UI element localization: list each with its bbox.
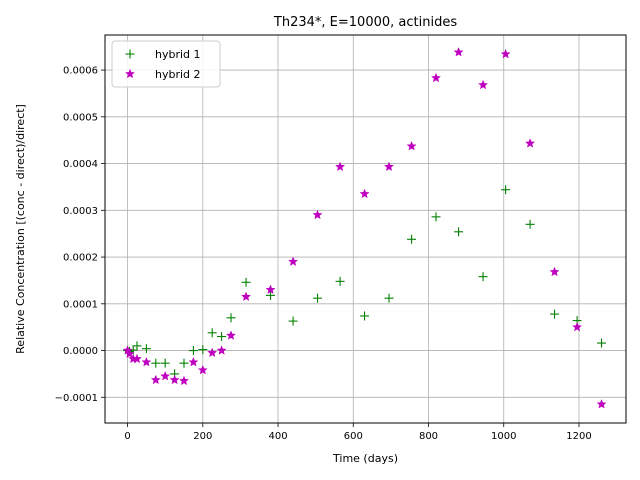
data-point (179, 358, 189, 368)
data-point (383, 161, 395, 172)
x-tick-label: 0 (124, 431, 130, 442)
data-point (453, 47, 464, 57)
y-tick-label: 0.0004 (63, 159, 98, 170)
x-tick-label: 400 (268, 431, 287, 442)
data-point (160, 358, 170, 368)
data-point (197, 364, 208, 375)
legend-box (111, 40, 221, 88)
data-point (131, 353, 142, 364)
y-tick-label: 0.0003 (63, 206, 98, 217)
y-axis-label: Relative Concentration [(conc - direct)/… (14, 104, 27, 354)
data-point (188, 346, 198, 356)
data-point (572, 321, 583, 332)
y-tick-label: 0.0001 (63, 299, 98, 310)
data-point (501, 185, 511, 195)
x-tick-label: 1200 (566, 431, 591, 442)
y-axis: −0.0001 0.0000 0.0001 0.0002 0.0003 0.0004 0.0… (55, 66, 105, 404)
legend-label: hybrid 1 (155, 48, 201, 61)
data-point (169, 374, 180, 385)
data-point (431, 212, 441, 222)
y-tick-label: 0.0005 (63, 112, 98, 123)
data-point (150, 374, 161, 385)
data-point (359, 188, 370, 199)
data-point (207, 328, 217, 338)
x-tick-label: 200 (193, 431, 212, 442)
data-point (478, 272, 488, 282)
data-point (265, 284, 276, 295)
x-tick-label: 600 (344, 431, 363, 442)
data-point (335, 276, 345, 286)
data-point (288, 316, 298, 326)
x-axis: 0 200 400 600 800 1000 1200 (124, 423, 592, 442)
y-tick-label: −0.0001 (55, 393, 98, 404)
series-1 (123, 185, 607, 379)
data-point (596, 399, 607, 409)
data-point (454, 227, 464, 237)
data-point (241, 291, 252, 302)
data-point (525, 138, 536, 148)
legend-marker (125, 49, 135, 59)
data-point (141, 344, 151, 354)
data-point (597, 338, 607, 348)
data-point (550, 309, 560, 319)
data-point (160, 370, 171, 381)
grid (105, 35, 626, 423)
data-point (216, 345, 227, 355)
data-point (406, 140, 417, 151)
data-point (549, 266, 560, 277)
data-point (241, 277, 251, 287)
data-point (198, 345, 208, 355)
data-point (207, 347, 218, 358)
x-tick-label: 1000 (491, 431, 516, 442)
legend: hybrid 1 hybrid 2 (111, 40, 221, 88)
data-point (384, 293, 394, 303)
series-2 (122, 47, 607, 409)
data-point (141, 356, 152, 367)
data-point (500, 48, 511, 59)
data-point (124, 348, 135, 359)
legend-label: hybrid 2 (155, 68, 201, 81)
y-tick-label: 0.0002 (63, 253, 98, 264)
plot-frame (104, 34, 627, 424)
data-point (312, 209, 323, 220)
data-point (151, 358, 161, 368)
data-point (266, 290, 276, 300)
x-axis-label: Time (days) (332, 452, 398, 465)
data-point (431, 72, 442, 83)
data-point (188, 356, 199, 367)
data-point (335, 161, 346, 172)
y-tick-label: 0.0006 (63, 66, 98, 77)
chart-title: Th234*, E=10000, actinides (273, 15, 457, 30)
data-point (132, 341, 142, 351)
data-point (217, 332, 227, 342)
data-point (313, 293, 323, 303)
data-point (225, 330, 237, 340)
data-points (122, 47, 607, 409)
x-tick-label: 800 (419, 431, 438, 442)
data-point (478, 79, 489, 90)
data-point (525, 219, 535, 229)
data-point (178, 375, 190, 386)
legend-marker (124, 68, 136, 79)
y-tick-label: 0.0000 (63, 346, 98, 357)
data-point (226, 313, 236, 323)
data-point (360, 311, 370, 321)
data-point (407, 234, 417, 244)
data-point (288, 256, 299, 266)
